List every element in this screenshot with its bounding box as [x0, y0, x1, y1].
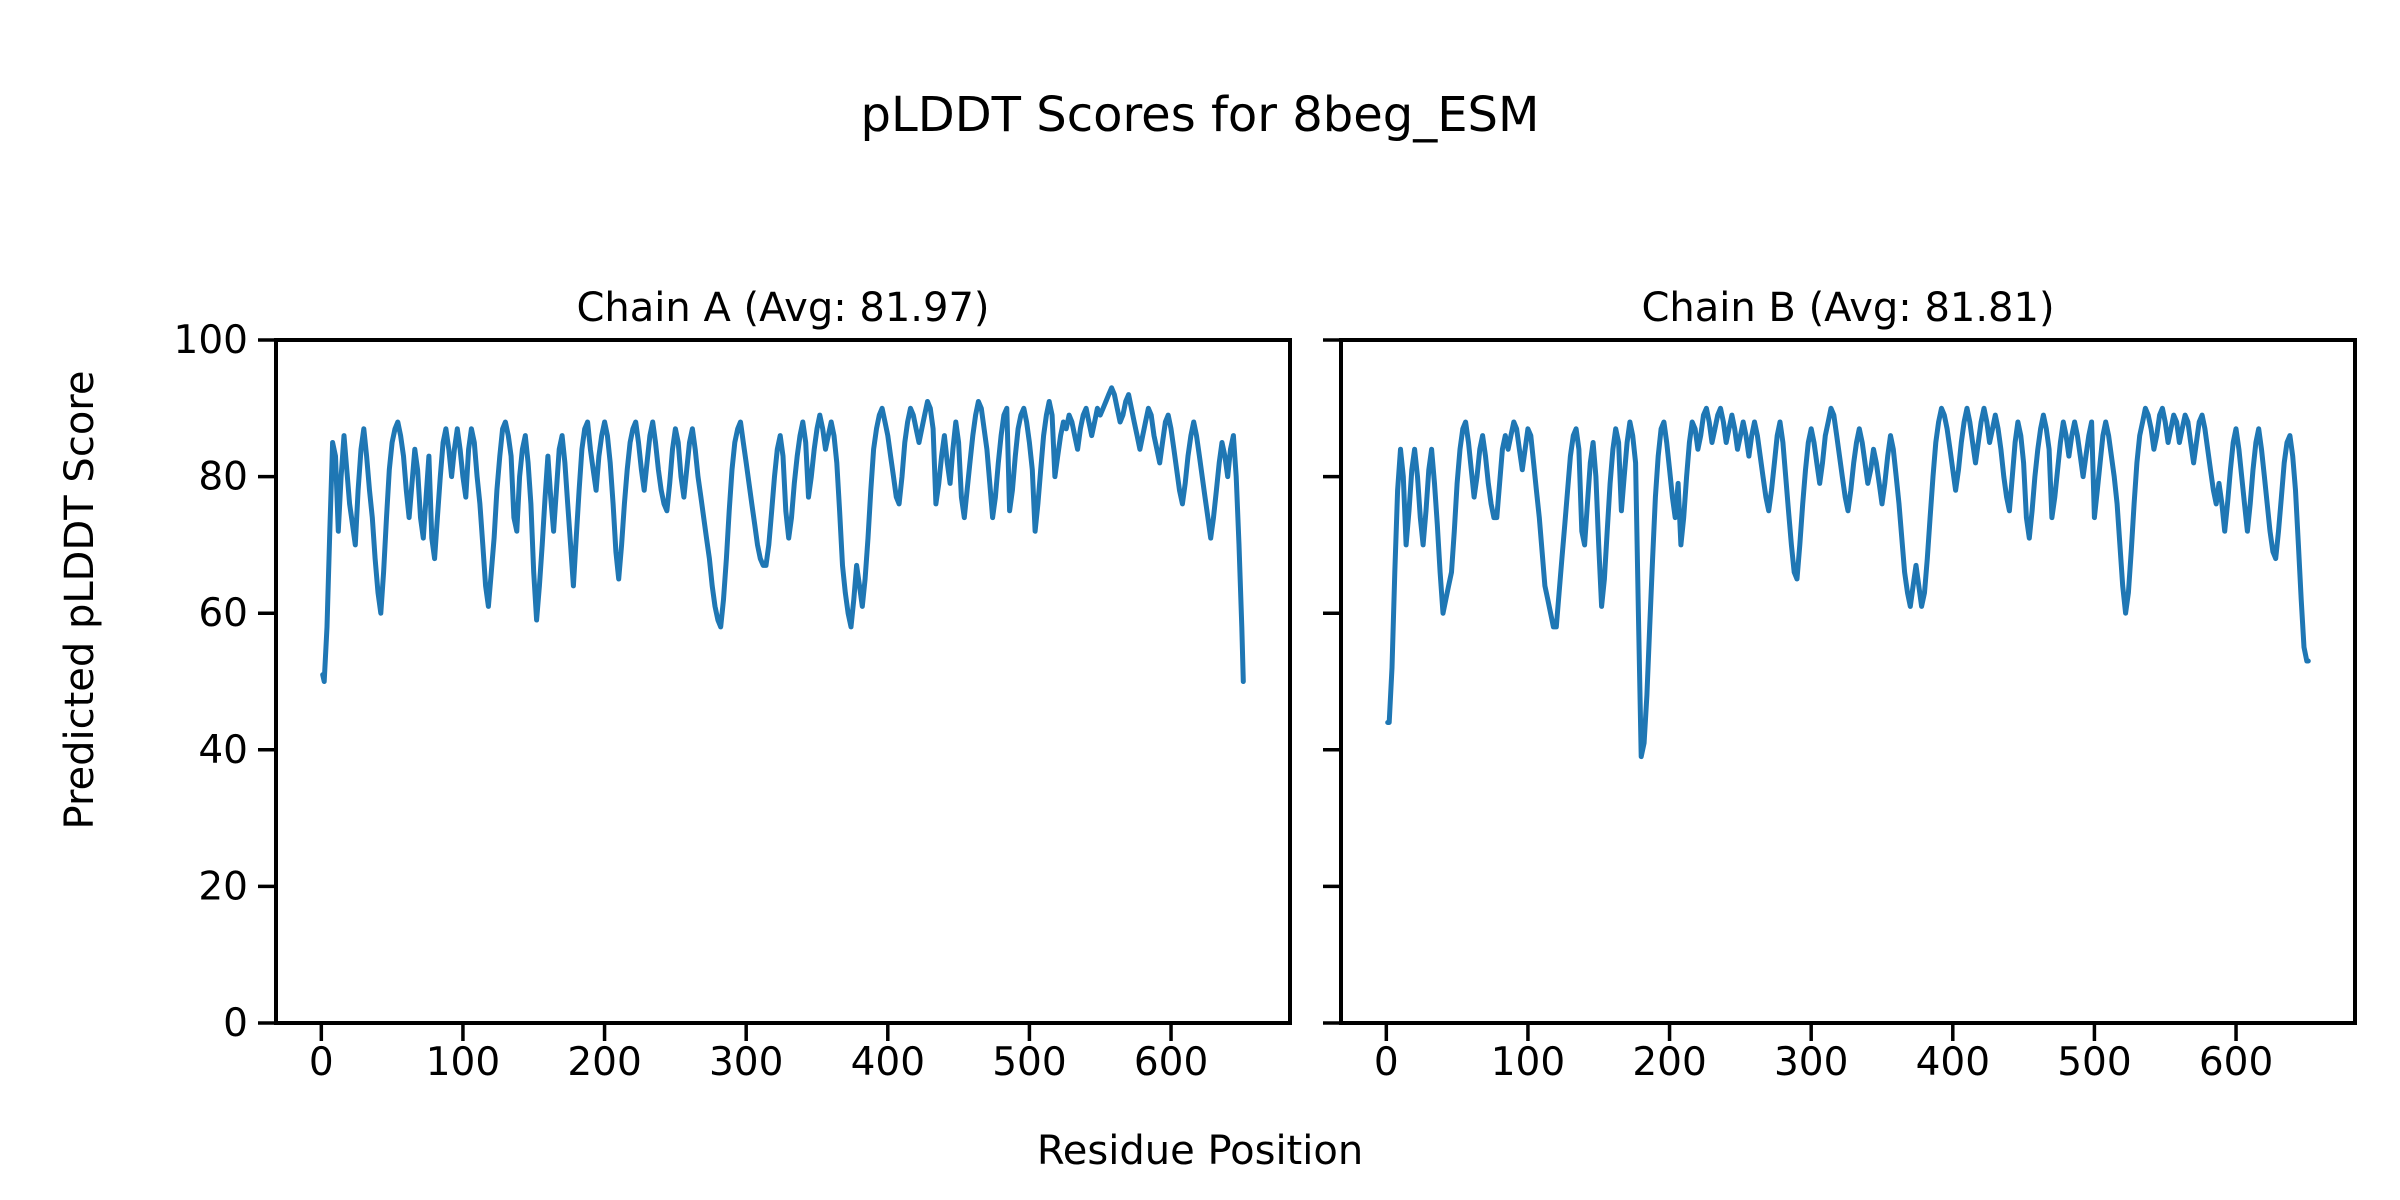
x-tick-label: 100 [426, 1040, 500, 1085]
subplot-chain-b: 0 100 200 300 400 500 600 [1323, 338, 2357, 1085]
x-tick-label: 200 [1632, 1040, 1706, 1085]
x-tick-label: 300 [709, 1040, 783, 1085]
x-axis-label: Residue Position [1036, 1128, 1364, 1174]
y-tick-label: 60 [198, 591, 248, 636]
x-tick-label: 100 [1491, 1040, 1565, 1085]
x-tick-label: 500 [992, 1040, 1066, 1085]
axes-frame [1339, 338, 2357, 1025]
x-tick-label: 0 [1374, 1040, 1399, 1085]
y-tick-label: 20 [198, 864, 248, 909]
y-tick-label: 100 [174, 318, 248, 363]
plddt-line-chain-a [320, 385, 1246, 684]
chain-a-subplot-title: Chain A (Avg: 81.97) [576, 285, 990, 331]
x-tick-label: 400 [851, 1040, 925, 1085]
y-tick-label: 0 [223, 1001, 248, 1046]
figure-suptitle: pLDDT Scores for 8beg_ESM [860, 87, 1540, 143]
x-tick-label: 600 [1134, 1040, 1208, 1085]
x-tick-label: 300 [1774, 1040, 1848, 1085]
axes-frame [274, 338, 1292, 1025]
plddt-line-chain-b [1385, 405, 2311, 760]
x-tick-label: 500 [2057, 1040, 2131, 1085]
y-axis-label: Predicted pLDDT Score [57, 370, 103, 830]
x-tick-label: 0 [309, 1040, 334, 1085]
x-tick-label: 600 [2199, 1040, 2273, 1085]
subplot-chain-a: 0 100 200 300 400 500 600 0 20 40 60 80 100 [174, 318, 1292, 1085]
y-tick-label: 80 [198, 455, 248, 500]
chain-b-subplot-title: Chain B (Avg: 81.81) [1641, 285, 2055, 331]
x-tick-label: 400 [1916, 1040, 1990, 1085]
y-tick-label: 40 [198, 728, 248, 773]
x-tick-label: 200 [567, 1040, 641, 1085]
